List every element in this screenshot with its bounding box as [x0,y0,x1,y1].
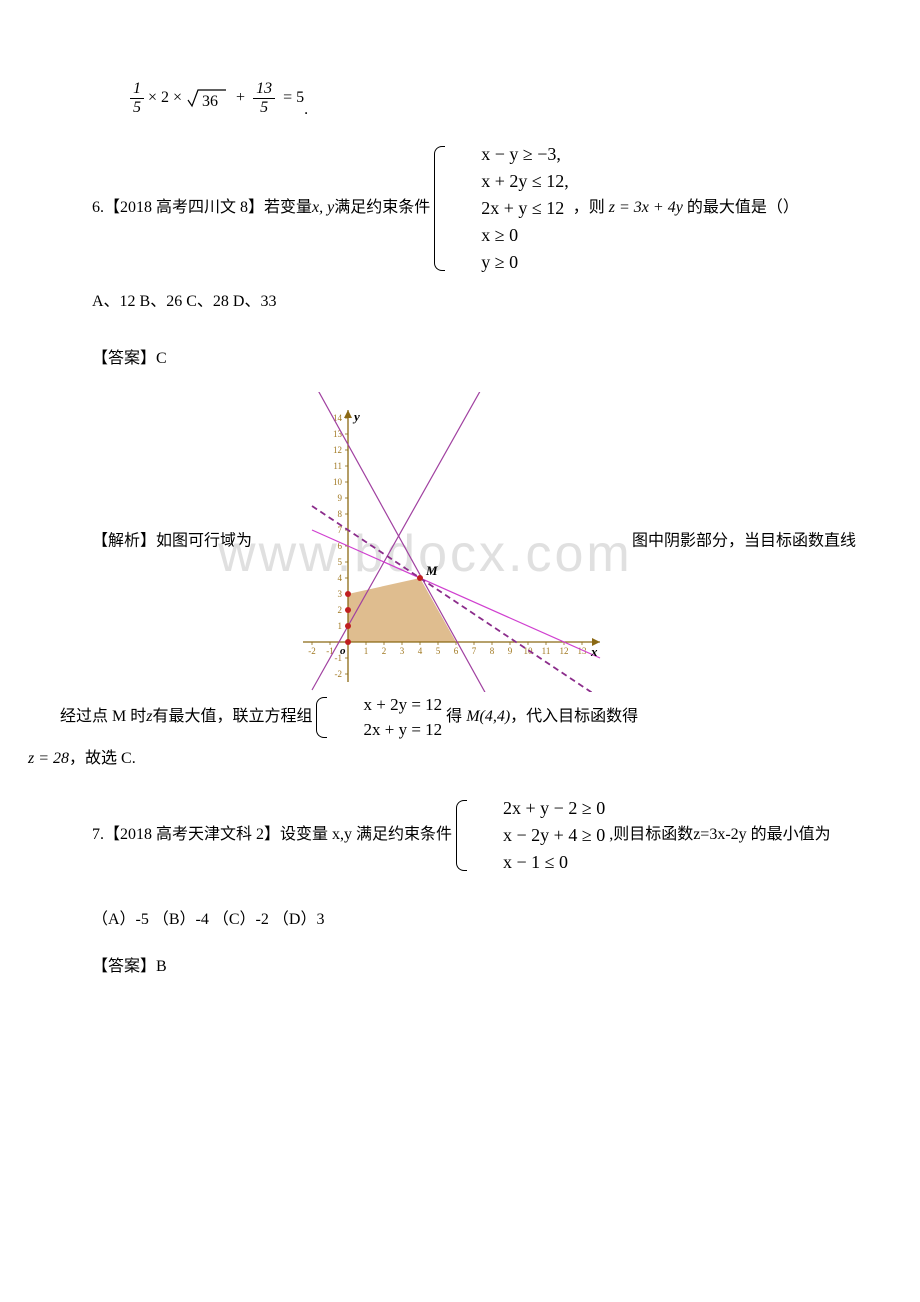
svg-text:4: 4 [338,573,343,583]
p6-suffix: 的最大值是（） [687,199,799,216]
svg-text:14: 14 [333,413,343,423]
p7-prefix: 7.【2018 高考天津文科 2】设变量 x,y 满足约束条件 [92,826,452,843]
constraint-row: x − 1 ≤ 0 [471,849,605,876]
p7-answer: 【答案】B [60,953,860,982]
sqrt-36: 36 [186,84,228,113]
svg-text:2: 2 [338,605,343,615]
chart-wrapper: www.bdocx.com -2-112345678910111213-2-11… [256,392,628,692]
svg-text:-2: -2 [308,646,316,656]
svg-text:3: 3 [338,589,343,599]
analysis-mid4: ，代入目标函数得 [510,708,638,725]
problem-6: 6.【2018 高考四川文 8】若变量x, y满足约束条件 x − y ≥ −3… [60,141,860,775]
svg-text:12: 12 [560,646,569,656]
constraint-row: x − 2y + 4 ≥ 0 [471,822,605,849]
p7-options: （A）-5 （B）-4 （C）-2 （D）3 [60,906,860,935]
svg-text:-2: -2 [335,669,343,679]
svg-text:12: 12 [333,445,342,455]
svg-text:10: 10 [333,477,343,487]
svg-text:x: x [590,644,598,659]
svg-text:7: 7 [472,646,477,656]
z-result: z = 28 [28,750,69,767]
period: . [304,101,308,118]
svg-text:8: 8 [338,509,343,519]
svg-text:y: y [352,409,360,424]
formula-top: 1 5 × 2 × 36 + 13 5 = 5 . [130,80,860,116]
svg-text:4: 4 [418,646,423,656]
analysis-mid3: 得 [446,708,462,725]
p7-constraints: 2x + y − 2 ≥ 0 x − 2y + 4 ≥ 0 x − 1 ≤ 0 [456,795,605,876]
constraint-row: x + 2y ≤ 12, [449,168,569,195]
p6-options: A、12 B、26 C、28 D、33 [60,288,860,317]
svg-text:o: o [340,645,346,657]
p6-prefix: 6.【2018 高考四川文 8】若变量 [92,199,312,216]
p6-constraints: x − y ≥ −3, x + 2y ≤ 12, 2x + y ≤ 12 x ≥… [434,141,569,276]
fraction-13-5: 13 5 [253,80,275,116]
p6-objective: z = 3x + 4y [609,199,683,216]
svg-text:3: 3 [400,646,405,656]
svg-text:13: 13 [333,429,343,439]
p7-suffix: ,则目标函数z=3x-2y 的最小值为 [609,826,830,843]
constraint-row: x − y ≥ −3, [449,141,569,168]
p6-analysis: 【解析】如图可行域为 www.bdocx.com -2-112345678910… [60,392,860,775]
analysis-prefix: 【解析】如图可行域为 [92,532,252,549]
svg-text:11: 11 [542,646,551,656]
equals-5: = 5 [283,89,304,106]
constraint-row: 2x + y = 12 [331,717,442,743]
p6-mid2: ，则 [573,199,605,216]
svg-text:8: 8 [490,646,495,656]
svg-text:2: 2 [382,646,387,656]
sqrt-value: 36 [202,93,218,110]
p6-answer: 【答案】C [60,345,860,374]
analysis-end: ，故选 C. [69,750,136,767]
point-m: M(4,4) [466,708,510,725]
svg-text:5: 5 [436,646,441,656]
constraint-row: x ≥ 0 [449,222,569,249]
svg-text:9: 9 [338,493,343,503]
svg-text:1: 1 [338,621,343,631]
svg-text:9: 9 [508,646,513,656]
problem-6-statement: 6.【2018 高考四川文 8】若变量x, y满足约束条件 x − y ≥ −3… [60,141,860,276]
feasible-region-chart: -2-112345678910111213-2-1123456789101112… [288,392,628,692]
analysis-mid2: 有最大值，联立方程组 [152,708,312,725]
mult-sign: × 2 × [148,89,182,106]
svg-text:5: 5 [338,557,343,567]
constraint-row: 2x + y ≤ 12 [449,195,569,222]
p6-mid1: 满足约束条件 [334,199,430,216]
svg-text:11: 11 [333,461,342,471]
constraint-row: x + 2y = 12 [331,692,442,718]
svg-text:1: 1 [364,646,369,656]
constraint-row: 2x + y − 2 ≥ 0 [471,795,605,822]
svg-text:M: M [425,563,438,578]
constraint-row: y ≥ 0 [449,249,569,276]
plus-sign: + [236,89,245,106]
svg-text:6: 6 [454,646,459,656]
fraction-1-5: 1 5 [130,80,144,116]
svg-text:7: 7 [338,525,343,535]
p6-system2: x + 2y = 12 2x + y = 12 [316,692,442,743]
problem-7-statement: 7.【2018 高考天津文科 2】设变量 x,y 满足约束条件 2x + y −… [60,795,860,876]
p6-vars: x, y [312,199,334,216]
problem-7: 7.【2018 高考天津文科 2】设变量 x,y 满足约束条件 2x + y −… [60,795,860,982]
